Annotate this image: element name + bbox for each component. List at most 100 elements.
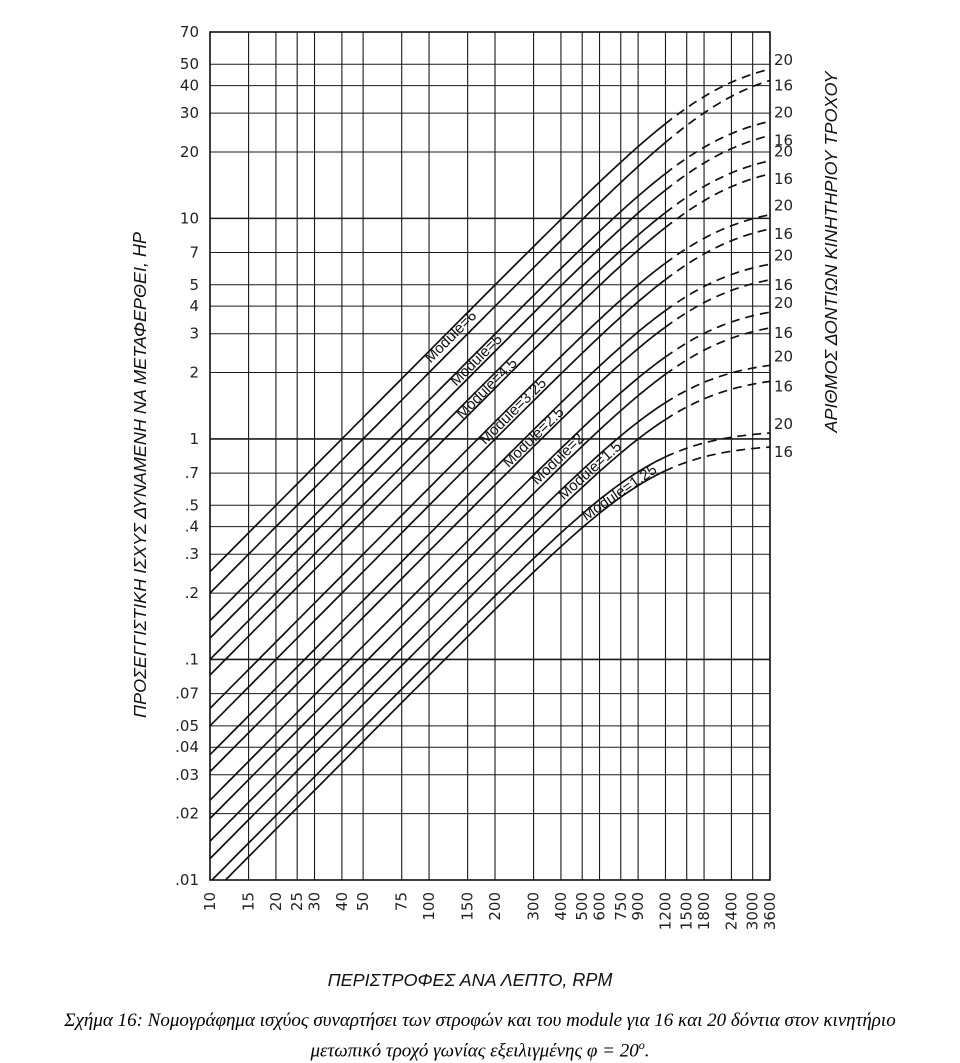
x-tick-label: 3600 [761,892,779,930]
teeth-count-label: 16 [774,324,793,342]
grid [209,31,771,881]
power-curve-dashed [664,327,771,376]
power-curve [224,470,665,881]
figure-caption: Σχήμα 16: Νομογράφημα ισχύος συναρτήσει … [0,1008,960,1063]
y-tick-label: .01 [175,871,199,889]
power-curve-dashed [664,278,771,329]
y-tick-label: 40 [180,77,199,95]
power-curve [209,123,666,573]
x-tick-label: 25 [288,892,306,911]
teeth-count-label: 20 [774,415,793,433]
power-curve [209,373,666,820]
power-curve-dashed [665,432,771,458]
teeth-count-label: 16 [774,76,793,94]
x-tick-label: 20 [267,892,285,911]
y-tick-label: .3 [185,545,199,563]
power-curve-dashed [664,364,771,404]
power-curve [209,279,666,727]
teeth-count-label: 16 [774,443,793,461]
power-curve-dashed [664,311,771,358]
teeth-count-label: 20 [774,246,793,264]
y-tick-label: .03 [175,766,199,784]
power-curve [209,262,666,710]
y-tick-label: .1 [185,650,199,668]
x-tick-label: 1200 [656,892,674,930]
x-tick-label: 75 [393,892,411,911]
power-curve-dashed [664,380,771,421]
caption-line-1: Σχήμα 16: Νομογράφημα ισχύος συναρτήσει … [64,1010,896,1031]
y-tick-label: 7 [189,244,199,262]
power-curve [209,142,666,594]
power-curve [209,227,666,676]
curves [209,68,771,881]
teeth-count-label: 20 [774,347,793,365]
power-curve [209,310,666,756]
caption-line-2-end: . [644,1040,650,1062]
teeth-count-label: 20 [774,197,793,215]
x-tick-label: 300 [525,892,543,921]
y-tick-label: .2 [185,584,199,602]
y-tick-label: 5 [189,276,199,294]
power-curve-dashed [664,446,771,472]
power-curve-dashed [664,159,771,214]
y-tick-label: .4 [185,518,199,536]
x-tick-label: 150 [459,892,477,921]
power-curve [209,326,666,773]
x-tick-label: 15 [240,892,258,911]
power-curve [209,419,666,860]
teeth-count-label: 20 [774,143,793,161]
x-tick-label: 30 [306,892,324,911]
y-tick-label: 50 [180,55,199,73]
y-tick-label: .04 [175,738,199,756]
x-tick-label: 50 [354,892,372,911]
x-tick-label: 900 [629,892,647,921]
chart-svg: 2016Module=62016Module=52016Module=4.520… [130,23,841,990]
y-tick-label: .07 [175,685,199,703]
x-tick-label: 2400 [722,892,740,930]
y-tick-label: .02 [175,805,199,823]
y-tick-label: 3 [189,325,199,343]
y-tick-label: 10 [180,209,199,227]
teeth-count-label: 20 [774,103,793,121]
x-tick-label: 400 [552,892,570,921]
x-tick-label: 600 [591,892,609,921]
x-tick-label: 3000 [744,892,762,930]
y-tick-label: 1 [189,430,199,448]
power-curve [209,173,666,622]
y-tick-label: 30 [180,104,199,122]
power-curve-dashed [664,134,771,192]
power-curve [211,456,666,881]
y-tick-label: .7 [185,464,199,482]
power-curve-dashed [664,120,771,175]
y-tick-label: .5 [185,496,199,514]
power-curve-dashed [664,68,771,125]
power-curve [209,189,666,639]
power-curve-dashed [664,173,771,229]
teeth-count-label: 16 [774,276,793,294]
power-curve-dashed [664,79,771,144]
x-tick-label: 1500 [678,892,696,930]
y-tick-label: 2 [189,364,199,382]
ticks: 10 15 20 25 30 40 50 75 100 150 200 300 400 500 600 750… [175,23,779,930]
x-tick-label: 10 [201,892,219,911]
y-tick-label: 70 [180,23,199,41]
teeth-count-label: 16 [774,131,793,149]
power-curve [209,402,666,842]
right-axis-title: ΑΡΙΘΜΟΣ ΔΟΝΤΙΩΝ ΚΙΝΗΤΗΡΙΟΥ ΤΡΟΧΟΥ [821,69,841,433]
power-curve [209,356,666,801]
x-tick-label: 1800 [695,892,713,930]
y-tick-label: 20 [180,143,199,161]
teeth-count-label: 16 [774,170,793,188]
power-curve-dashed [664,263,771,312]
caption-line-2-text: μετωπικό τροχό γωνίας εξειλιγμένης φ = 2… [310,1040,639,1062]
teeth-count-label: 20 [774,51,793,69]
teeth-count-label: 16 [774,225,793,243]
x-axis-title: ΠΕΡΙΣΤΡΟΦΕΣ ΑΝΑ ΛΕΠΤΟ, RPM [328,970,613,990]
power-curve-dashed [664,213,771,265]
power-curve-dashed [664,228,771,281]
caption-line-2: μετωπικό τροχό γωνίας εξειλιγμένης φ = 2… [0,1033,960,1063]
power-curve [209,212,666,661]
x-tick-label: 100 [420,892,438,921]
x-tick-label: 500 [573,892,591,921]
